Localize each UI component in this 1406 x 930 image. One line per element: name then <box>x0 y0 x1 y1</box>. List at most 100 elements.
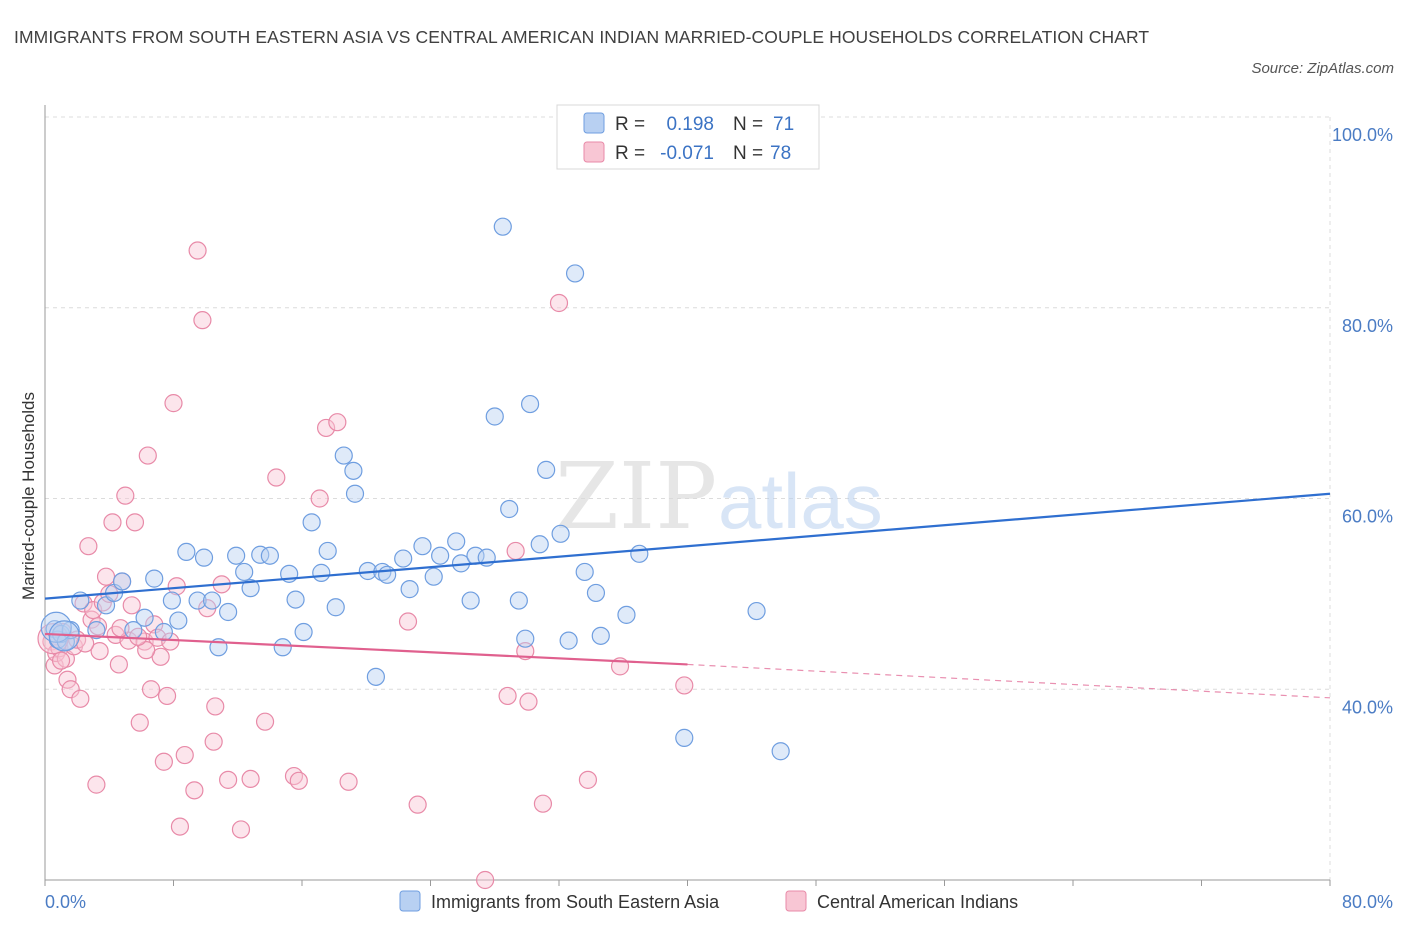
pink-point <box>408 795 427 814</box>
blue-point <box>520 394 540 414</box>
pink-point <box>578 770 598 789</box>
blue-point <box>530 535 549 554</box>
bottom-legend-label-1: Central American Indians <box>817 892 1018 912</box>
blue-point <box>591 626 610 645</box>
blue-point <box>318 541 337 561</box>
pink-point <box>316 418 336 438</box>
blue-point <box>326 598 345 617</box>
pink-point <box>498 686 517 706</box>
pink-point <box>231 820 251 839</box>
blue-point <box>334 446 353 465</box>
blue-point <box>162 591 181 610</box>
watermark-atlas: atlas <box>718 457 883 545</box>
blue-point <box>235 562 254 582</box>
x-tick-label: 0.0% <box>45 892 86 912</box>
blue-point <box>424 567 443 586</box>
pink-point <box>61 680 80 699</box>
pink-point <box>519 692 538 711</box>
blue-point <box>771 742 790 761</box>
blue-point <box>87 621 106 640</box>
pink-point <box>125 513 145 532</box>
pink-point <box>310 489 329 508</box>
pink-point <box>398 612 418 631</box>
legend-n-value-1: 78 <box>770 143 791 164</box>
blue-point <box>378 565 397 584</box>
pink-point <box>219 770 238 789</box>
y-tick-label: 40.0% <box>1342 697 1393 717</box>
blue-point <box>394 549 413 568</box>
pink-point <box>138 446 157 465</box>
chart-title: IMMIGRANTS FROM SOUTH EASTERN ASIA VS CE… <box>14 27 1150 47</box>
legend-swatch-blue <box>583 112 605 134</box>
pink-point <box>161 632 180 651</box>
blue-point <box>461 591 480 610</box>
watermark-zip: ZIP <box>555 443 717 550</box>
chart-source: Source: ZipAtlas.com <box>1251 60 1394 77</box>
top-legend: R = 0.198 N = 71 R = -0.071 N = 78 <box>556 104 820 170</box>
axes <box>44 105 1331 886</box>
pink-point <box>193 311 212 330</box>
blue-point <box>537 460 556 479</box>
pink-point <box>206 697 225 716</box>
blue-point <box>617 605 636 624</box>
blue-point <box>413 537 432 556</box>
blue-point <box>112 572 132 591</box>
legend-swatch-pink <box>583 141 605 163</box>
blue-point <box>219 602 238 622</box>
pink-point <box>289 771 308 790</box>
blue-point <box>294 622 313 642</box>
pink-point <box>516 641 535 661</box>
blue-point <box>154 622 173 642</box>
blue-point <box>344 461 363 480</box>
blue-point <box>551 524 570 543</box>
blue-point <box>493 217 512 236</box>
pink-point <box>175 745 194 765</box>
blue-point <box>188 591 207 610</box>
pink-point <box>339 772 358 791</box>
blue-point <box>302 513 321 532</box>
pink-point <box>170 817 190 836</box>
blue-point <box>400 580 419 599</box>
legend-r-value-1: -0.071 <box>660 143 714 164</box>
pink-point <box>476 870 495 890</box>
tick-labels: 100.0% 80.0% 60.0% 40.0% 0.0% 80.0% <box>45 125 1393 912</box>
blue-point <box>286 590 305 609</box>
blue-point <box>485 407 504 426</box>
pink-point <box>90 641 109 661</box>
blue-point <box>241 579 260 598</box>
legend-n-value-0: 71 <box>773 114 794 135</box>
pink-point <box>130 713 149 732</box>
blue-point <box>586 583 606 603</box>
blue-point <box>56 632 75 651</box>
blue-point <box>747 601 766 621</box>
pink-point <box>506 541 525 561</box>
legend-r-label-1: R = <box>615 143 645 164</box>
legend-n-label-0: N = <box>733 114 763 135</box>
blue-point <box>575 562 594 582</box>
pink-point <box>96 567 116 586</box>
legend-n-label-1: N = <box>733 143 763 164</box>
pink-point <box>109 655 128 674</box>
pink-point <box>328 413 347 432</box>
legend-r-label-0: R = <box>615 114 645 135</box>
pink-point <box>122 596 141 615</box>
y-tick-label: 60.0% <box>1342 507 1393 527</box>
pink-point <box>103 513 122 532</box>
pink-point <box>267 468 286 487</box>
pink-point <box>87 775 106 794</box>
pink-point <box>137 641 156 660</box>
bottom-legend: Immigrants from South Eastern Asia Centr… <box>399 890 1018 912</box>
blue-point <box>251 545 270 564</box>
y-tick-label: 100.0% <box>1332 125 1393 145</box>
pink-point <box>185 781 204 800</box>
y-tick-label: 80.0% <box>1342 316 1393 336</box>
blue-point <box>559 631 578 650</box>
blue-point <box>500 499 519 519</box>
blue-point <box>565 264 585 283</box>
pink-point <box>675 676 694 695</box>
pink-point <box>549 293 569 313</box>
blue-point <box>675 728 694 747</box>
blue-point <box>431 546 450 565</box>
trend-line-blue <box>44 492 1331 600</box>
